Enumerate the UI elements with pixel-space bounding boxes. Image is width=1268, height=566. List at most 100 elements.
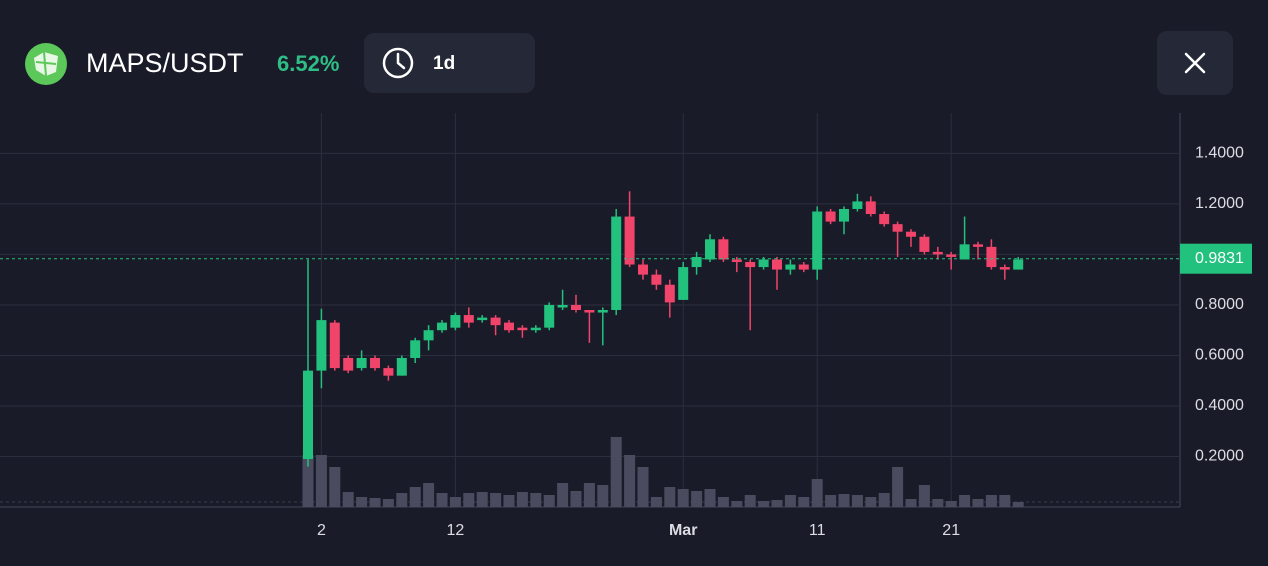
volume-bar [557,483,569,507]
logo [25,43,67,85]
volume-bar [811,479,823,507]
candle-body [812,211,823,270]
volume-bar [342,492,354,507]
volume-bar [825,495,837,507]
candle-body [785,264,796,270]
candle-body [879,214,890,225]
volume-bar [838,494,850,507]
volume-bar [664,487,676,507]
candle-body [450,315,461,328]
volume-bar [972,499,984,507]
candle-body [865,201,876,215]
price-change: 6.52% [277,51,339,76]
candle-body [329,322,340,369]
candle-body [919,236,930,252]
candle-body [1013,259,1024,270]
candle-body [718,239,729,260]
candle-body [664,284,675,303]
candle-body [597,310,608,313]
clock-hands [396,52,406,70]
pair-name: MAPS/USDT [86,48,244,78]
volume-bar [1012,502,1024,507]
y-tick-label: 0.2000 [1195,448,1244,465]
candle-body [477,317,488,321]
volume-bar [583,483,595,507]
volume-bar [650,497,662,507]
volume-bar [892,467,904,507]
volume-bar [758,501,770,507]
volume-bar [878,493,890,507]
candle-body [731,259,742,263]
x-tick-label: 21 [942,522,960,539]
x-tick-label: 2 [317,522,326,539]
volume-bar [717,497,729,507]
candle-body [571,304,581,310]
candle-body [544,304,555,328]
volume-bar [905,499,917,507]
volume-bar [396,493,408,507]
candle-body [423,330,434,341]
candle-body [691,256,702,268]
volume-bar [771,500,783,507]
volume-bar [516,492,528,507]
candle-body [611,216,622,310]
candle-body [504,322,514,331]
volume-bar [369,498,381,507]
volume-bar [637,467,649,507]
y-tick-label: 1.4000 [1195,145,1244,162]
volume-bar [918,485,930,507]
volume-bar [530,493,542,507]
volume-bar [959,495,971,507]
y-tick-label: 0.8000 [1195,296,1244,313]
volume-bar [423,483,435,507]
candle-body [745,262,756,268]
candle-body [490,317,501,326]
volume-bar [315,455,327,507]
volume-bar [503,495,515,507]
volume-bar [865,497,877,507]
candle-body [798,264,809,270]
volume-bar [691,491,703,507]
candle-body [651,274,662,285]
volume-bar [985,495,997,507]
logo-lines [35,51,57,77]
candle-body [839,208,849,222]
interval-button[interactable]: 1d [364,33,535,93]
candle-body [852,201,863,209]
candle-body [530,327,541,331]
volume-bar [744,495,756,507]
candle-body [959,244,970,260]
candle-body [705,239,715,260]
candle-body [303,370,313,460]
candle-body [892,224,903,232]
volume-bar [463,493,475,507]
volume-bar [624,455,636,507]
close-button[interactable] [1157,31,1233,95]
candle-body [678,267,689,300]
volume-bar [436,493,448,507]
interval-button-bg[interactable] [364,33,535,93]
candle-body [758,259,769,268]
interval-label: 1d [433,53,455,74]
volume-bar [704,489,716,507]
candle-body [946,254,957,257]
candle-body [973,244,983,247]
y-tick-label: 0.6000 [1195,347,1244,364]
volume-bar [449,497,461,507]
clock-icon [382,47,414,79]
volume-bar [382,499,394,507]
candle-body [356,357,367,369]
candle-body [410,340,421,358]
candle-body [986,246,997,268]
y-tick-label: 0.4000 [1195,397,1244,414]
x-tick-label: 11 [809,522,826,539]
candle-body [638,264,648,275]
volume-bar [356,497,368,507]
x-tick-label: Mar [669,522,697,539]
candle-body [396,357,407,376]
candle-body [517,327,528,331]
candle-body [772,259,782,270]
volume-bar [932,499,944,507]
